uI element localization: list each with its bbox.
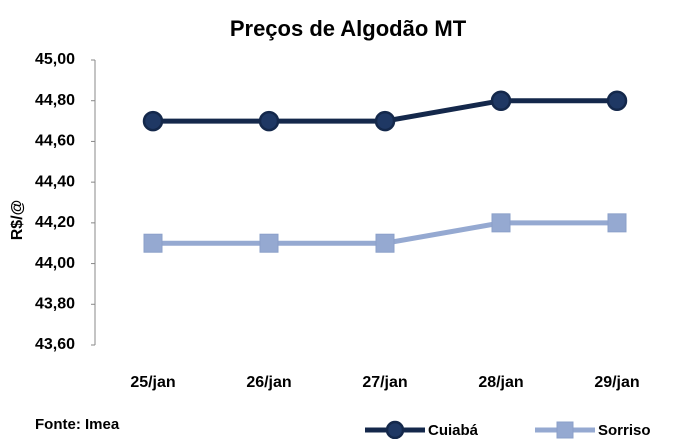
- data-point: [143, 233, 163, 253]
- y-axis-label: R$/@: [9, 200, 26, 241]
- y-tick-label: 44,20: [35, 214, 75, 231]
- x-tick-label: 25/jan: [130, 374, 175, 391]
- data-point: [258, 110, 280, 132]
- y-tick-label: 44,40: [35, 173, 75, 190]
- data-point: [375, 233, 395, 253]
- legend-marker: [556, 421, 574, 439]
- x-tick-label: 29/jan: [594, 374, 639, 391]
- data-point: [374, 110, 396, 132]
- data-point: [606, 90, 628, 111]
- y-tick-label: 44,80: [35, 92, 75, 109]
- y-tick-label: 43,60: [35, 336, 75, 353]
- data-point: [491, 213, 511, 233]
- data-point: [607, 213, 627, 233]
- y-tick-label: 44,00: [35, 255, 75, 272]
- x-tick-label: 27/jan: [362, 374, 407, 391]
- legend-marker: [385, 420, 405, 439]
- x-tick-label: 28/jan: [478, 374, 523, 391]
- source-note: Fonte: Imea: [35, 416, 120, 433]
- x-tick-label: 26/jan: [246, 374, 291, 391]
- y-tick-label: 45,00: [35, 51, 75, 68]
- legend-label: Cuiabá: [428, 422, 479, 439]
- data-point: [490, 90, 512, 111]
- legend-label: Sorriso: [598, 422, 651, 439]
- y-tick-label: 44,60: [35, 133, 75, 150]
- data-point: [259, 233, 279, 253]
- y-tick-label: 43,80: [35, 296, 75, 313]
- data-point: [142, 110, 164, 132]
- chart-title: Preços de Algodão MT: [230, 16, 467, 41]
